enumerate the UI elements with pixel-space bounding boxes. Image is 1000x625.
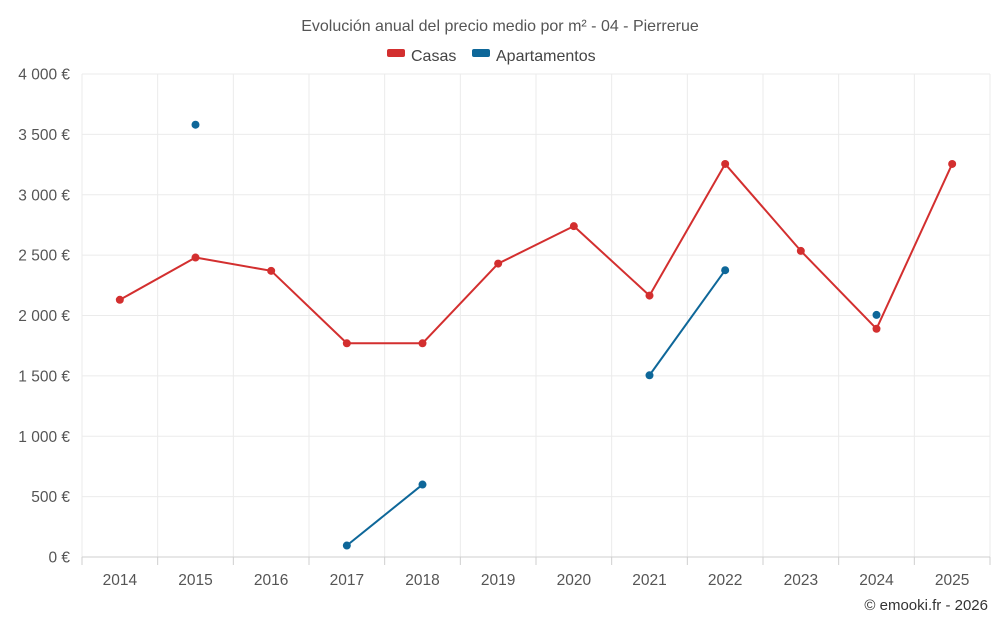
legend-label-apartamentos: Apartamentos: [496, 48, 596, 65]
x-tick-label: 2016: [254, 572, 288, 589]
gridlines: [81, 73, 991, 557]
y-tick-label: 3 000 €: [18, 187, 70, 204]
data-point-apartamentos[interactable]: [342, 541, 351, 550]
credit-text: © emooki.fr - 2026: [864, 597, 988, 614]
x-tick-label: 2023: [784, 572, 818, 589]
data-point-casas[interactable]: [872, 324, 881, 333]
axes: 0 € 500 € 1 000 € 1 500 € 2 000 € 2 500 € 3 00…: [18, 67, 991, 589]
x-tick-label: 2019: [481, 572, 515, 589]
y-tick-label: 1 000 €: [18, 429, 70, 446]
data-point-casas[interactable]: [418, 339, 427, 348]
data-point-casas[interactable]: [267, 266, 276, 275]
y-tick-label: 2 000 €: [18, 308, 70, 325]
series-casas: [115, 159, 957, 348]
x-tick-label: 2024: [859, 572, 894, 589]
y-tick-label: 500 €: [31, 489, 70, 506]
data-point-casas[interactable]: [494, 259, 503, 268]
legend-swatch-casas: [387, 49, 405, 57]
x-tick-label: 2015: [178, 572, 212, 589]
x-tick-label: 2014: [103, 572, 138, 589]
x-tick-label: 2018: [405, 572, 439, 589]
data-point-casas[interactable]: [721, 159, 730, 168]
series-line-apartamentos: [648, 269, 726, 376]
legend-label-casas: Casas: [411, 48, 456, 65]
data-point-apartamentos[interactable]: [645, 371, 654, 380]
y-tick-label: 2 500 €: [18, 248, 70, 265]
legend-item-casas[interactable]: Casas: [387, 48, 456, 65]
data-point-casas[interactable]: [191, 253, 200, 262]
x-tick-label: 2021: [632, 572, 666, 589]
y-tick-label: 1 500 €: [18, 368, 70, 385]
x-tick-label: 2020: [557, 572, 592, 589]
y-tick-label: 3 500 €: [18, 127, 70, 144]
data-point-apartamentos[interactable]: [721, 266, 730, 275]
x-tick-label: 2022: [708, 572, 742, 589]
data-point-casas[interactable]: [645, 291, 654, 300]
data-point-casas[interactable]: [948, 159, 957, 168]
series-layer: [115, 120, 957, 550]
data-point-casas[interactable]: [796, 246, 805, 255]
x-tick-label: 2017: [330, 572, 364, 589]
y-tick-label: 4 000 €: [18, 67, 70, 84]
data-point-apartamentos[interactable]: [872, 310, 881, 319]
y-tick-label: 0 €: [48, 550, 70, 567]
data-point-apartamentos[interactable]: [191, 120, 200, 129]
legend-swatch-apartamentos: [472, 49, 490, 57]
data-point-casas[interactable]: [115, 295, 124, 304]
series-line-casas: [119, 162, 954, 345]
data-point-apartamentos[interactable]: [418, 480, 427, 489]
legend-item-apartamentos[interactable]: Apartamentos: [472, 48, 596, 65]
data-point-casas[interactable]: [342, 339, 351, 348]
x-tick-label: 2025: [935, 572, 969, 589]
data-point-casas[interactable]: [569, 222, 578, 231]
series-line-apartamentos: [346, 483, 424, 547]
legend[interactable]: Casas Apartamentos: [387, 48, 596, 65]
chart-title: Evolución anual del precio medio por m² …: [301, 18, 699, 35]
series-apartamentos: [191, 120, 881, 550]
